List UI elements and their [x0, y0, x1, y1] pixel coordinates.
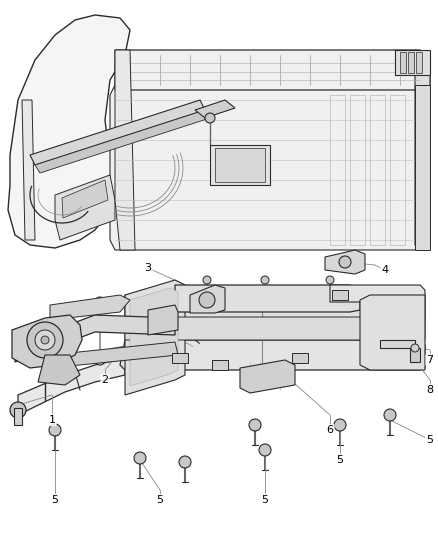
Circle shape	[134, 452, 146, 464]
Polygon shape	[125, 317, 425, 340]
Polygon shape	[18, 358, 125, 415]
Polygon shape	[212, 360, 228, 370]
Circle shape	[49, 424, 61, 436]
Polygon shape	[22, 100, 35, 240]
Text: 4: 4	[381, 265, 389, 275]
Polygon shape	[408, 52, 414, 73]
Text: 5: 5	[156, 495, 163, 505]
Polygon shape	[415, 85, 430, 250]
Polygon shape	[172, 353, 188, 363]
Polygon shape	[125, 280, 185, 395]
Circle shape	[27, 322, 63, 358]
Polygon shape	[12, 315, 82, 368]
Circle shape	[384, 409, 396, 421]
Text: 5: 5	[52, 495, 59, 505]
Circle shape	[35, 330, 55, 350]
Text: 5: 5	[261, 495, 268, 505]
Text: 8: 8	[427, 385, 434, 395]
Polygon shape	[325, 250, 365, 274]
Polygon shape	[115, 50, 135, 250]
Polygon shape	[400, 52, 406, 73]
Circle shape	[179, 456, 191, 468]
Polygon shape	[14, 408, 22, 425]
Polygon shape	[35, 110, 210, 173]
Polygon shape	[15, 315, 175, 362]
Polygon shape	[148, 305, 178, 335]
Circle shape	[249, 419, 261, 431]
Polygon shape	[130, 288, 178, 386]
Text: 1: 1	[49, 415, 56, 425]
Polygon shape	[415, 50, 430, 250]
Polygon shape	[210, 145, 270, 185]
Circle shape	[334, 419, 346, 431]
Polygon shape	[360, 295, 425, 370]
Circle shape	[203, 276, 211, 284]
Circle shape	[326, 276, 334, 284]
Text: 5: 5	[427, 435, 434, 445]
Polygon shape	[8, 15, 130, 248]
Polygon shape	[332, 290, 348, 300]
Polygon shape	[50, 342, 178, 368]
Circle shape	[259, 444, 271, 456]
Polygon shape	[120, 340, 425, 370]
Polygon shape	[125, 295, 425, 322]
Polygon shape	[175, 285, 360, 312]
Polygon shape	[380, 340, 415, 348]
Polygon shape	[30, 100, 205, 165]
Circle shape	[41, 336, 49, 344]
Polygon shape	[190, 285, 225, 313]
Circle shape	[199, 292, 215, 308]
Text: 7: 7	[427, 355, 434, 365]
Polygon shape	[252, 368, 268, 378]
Polygon shape	[410, 348, 420, 362]
Polygon shape	[62, 180, 108, 218]
Text: 6: 6	[326, 425, 333, 435]
Polygon shape	[55, 175, 115, 240]
Polygon shape	[50, 295, 130, 320]
Polygon shape	[395, 50, 430, 75]
Circle shape	[10, 402, 26, 418]
Polygon shape	[292, 353, 308, 363]
Circle shape	[95, 297, 105, 307]
Circle shape	[339, 256, 351, 268]
Polygon shape	[110, 85, 425, 250]
Polygon shape	[115, 50, 430, 90]
Circle shape	[95, 355, 105, 365]
Polygon shape	[240, 360, 295, 393]
Text: 2: 2	[102, 375, 109, 385]
Text: 5: 5	[336, 455, 343, 465]
Polygon shape	[38, 355, 80, 385]
Text: 3: 3	[145, 263, 152, 273]
Circle shape	[411, 344, 419, 352]
Polygon shape	[330, 285, 425, 302]
Polygon shape	[195, 100, 235, 118]
Polygon shape	[215, 148, 265, 182]
Polygon shape	[416, 52, 422, 73]
Circle shape	[261, 276, 269, 284]
Circle shape	[205, 113, 215, 123]
